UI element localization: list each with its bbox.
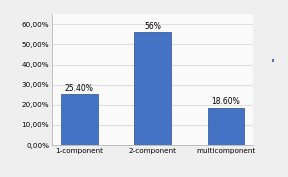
Text: 25.40%: 25.40% bbox=[65, 84, 94, 93]
Text: 56%: 56% bbox=[144, 22, 161, 31]
Bar bbox=[208, 108, 244, 145]
Bar bbox=[61, 94, 98, 145]
Legend:  bbox=[272, 59, 279, 64]
Text: 18.60%: 18.60% bbox=[212, 97, 240, 106]
Bar bbox=[134, 32, 171, 145]
